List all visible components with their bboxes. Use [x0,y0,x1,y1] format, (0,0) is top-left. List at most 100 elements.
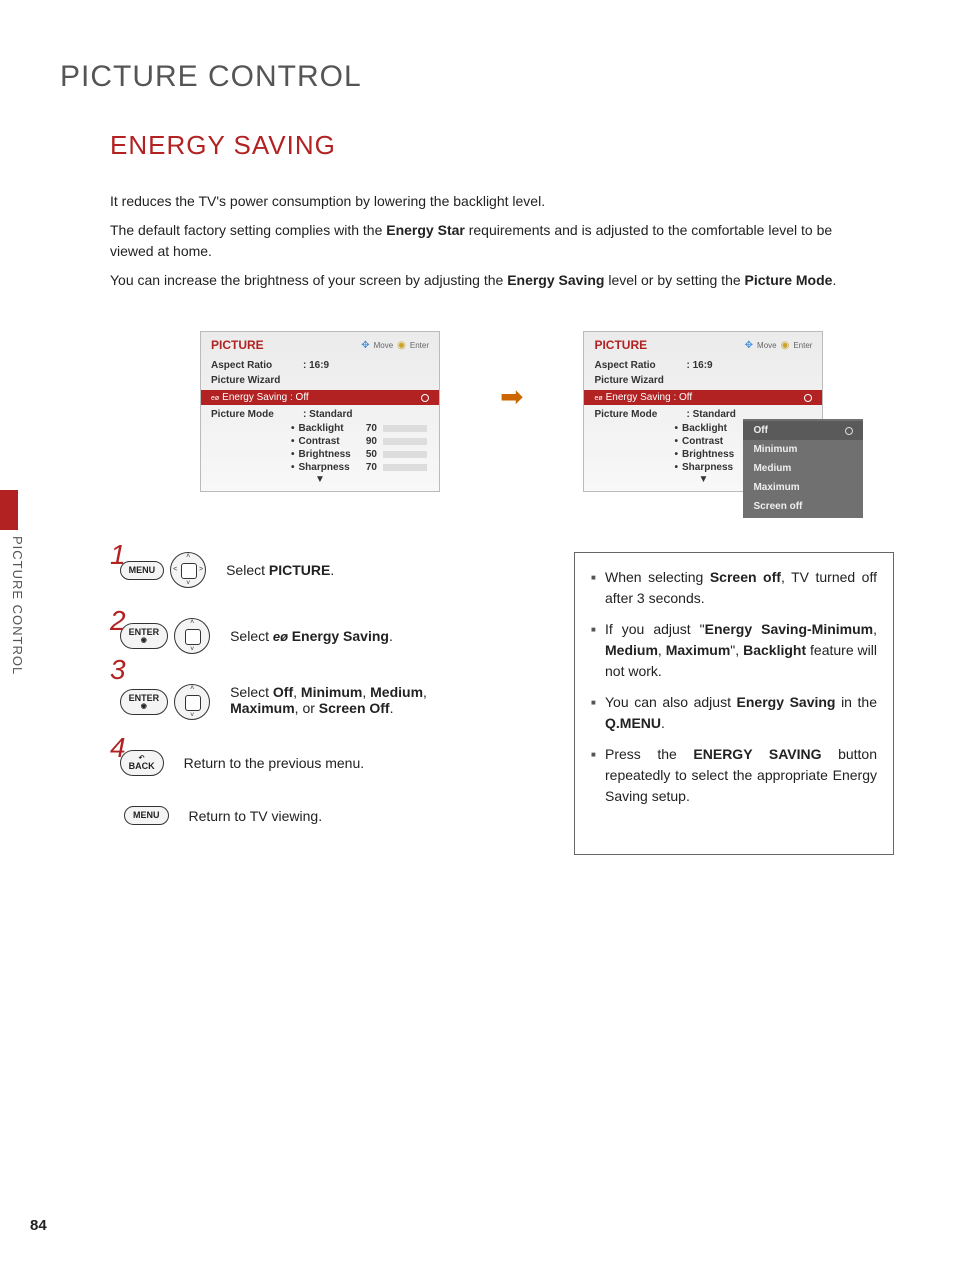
t: BACK [129,761,155,771]
enter-button[interactable]: ENTER◉ [120,689,169,715]
chevron-down-icon: ▼ [211,474,429,485]
popup-item[interactable]: Maximum [743,478,863,497]
enter-dot-icon: ◉ [129,637,160,644]
intro-block: It reduces the TV's power consumption by… [110,191,874,291]
step-2: 2 ENTER◉ ˄˅ Select eø Energy Saving. [110,618,544,654]
t: , [658,642,666,658]
t: Energy Saving [737,694,836,710]
menu-panel-left: PICTURE ✥ Move ◉ Enter Aspect Ratio: 16:… [200,331,440,492]
mode-val: : Standard [303,409,352,420]
popup-item[interactable]: Screen off [743,497,863,516]
dpad-icon[interactable]: ˄˅ [174,618,210,654]
popup-item[interactable]: Off [743,421,863,440]
aspect-label: Aspect Ratio [211,360,303,371]
row-mode: Picture Mode: Standard [211,407,429,422]
enter-dot-icon: ◉ [129,703,160,710]
t: ENTER [129,693,160,703]
t: When selecting [605,569,710,585]
t: Energy Saving-Minimum [705,621,873,637]
t: PICTURE [269,562,330,578]
back-button[interactable]: ↶BACK [120,750,164,776]
t: Screen off [710,569,781,585]
intro-p2a: The default factory setting complies wit… [110,222,386,238]
step-number: 4 [110,732,126,764]
enter-button[interactable]: ENTER◉ [120,623,169,649]
side-tab: PICTURE CONTROL [0,490,38,700]
row-energy-saving[interactable]: eøEnergy Saving : Off [201,390,439,405]
side-tab-marker [0,490,18,530]
t: Q.MENU [605,715,661,731]
dpad-icon[interactable]: ˄˅ [174,684,210,720]
intro-p3e: . [832,272,836,288]
t: , [293,684,301,700]
step-3-text: Select Off, Minimum, Medium, Maximum, or… [230,684,470,716]
t: If you adjust " [605,621,705,637]
step-4-text: Return to the previous menu. [184,755,365,771]
select-dot-icon [804,394,812,402]
t: Medium [370,684,423,700]
steps-block: 1 MENU ˄˅˂˃ Select PICTURE. 2 ENTER◉ ˄˅ … [110,552,544,855]
main-title: PICTURE CONTROL [60,60,894,94]
step-1-text: Select PICTURE. [226,562,334,578]
t: . [389,628,393,644]
t: Maximum [666,642,731,658]
dpad-icon[interactable]: ˄˅˂˃ [170,552,206,588]
step-4: 4 ↶BACK Return to the previous menu. [110,750,544,776]
hdr-move: Move [757,341,777,350]
t: Off [273,684,293,700]
intro-p2: The default factory setting complies wit… [110,220,874,262]
mode-val: : Standard [686,409,735,420]
step-menu: MENU Return to TV viewing. [124,806,544,825]
sub-row: •Contrast90 [291,435,429,448]
intro-p3: You can increase the brightness of your … [110,270,874,291]
aspect-label: Aspect Ratio [594,360,686,371]
row-aspect: Aspect Ratio: 16:9 [211,358,429,373]
row-wizard: Picture Wizard [594,373,812,388]
side-tab-text: PICTURE CONTROL [10,536,25,675]
leaf-icon: eø [594,395,602,402]
t: ENERGY SAVING [693,746,821,762]
aspect-val: : 16:9 [686,360,712,371]
popup-item[interactable]: Minimum [743,440,863,459]
notes-box: When selecting Screen off, TV turned off… [574,552,894,855]
sub-row: •Brightness50 [291,448,429,461]
step-number: 3 [110,654,126,686]
t: Energy Saving [292,628,389,644]
t: , [873,621,877,637]
move-icon: ✥ [361,340,369,351]
step-5-text: Return to TV viewing. [189,808,323,824]
hdr-enter: Enter [793,341,812,350]
menu-button[interactable]: MENU [124,806,169,825]
leaf-icon: eø [211,395,219,402]
t: , [362,684,370,700]
energy-label: Energy Saving : Off [222,392,309,403]
t: . [390,700,394,716]
t: , [423,684,427,700]
mode-label: Picture Mode [211,409,303,420]
enter-icon: ◉ [781,340,790,351]
t: Backlight [743,642,806,658]
row-energy-saving[interactable]: eøEnergy Saving : Off [584,390,822,405]
step-1: 1 MENU ˄˅˂˃ Select PICTURE. [110,552,544,588]
leaf-icon: eø [273,629,292,644]
menu-button[interactable]: MENU [120,561,165,580]
t: . [330,562,334,578]
step-number: 2 [110,605,126,637]
t: ENTER [129,627,160,637]
t: in the [836,694,878,710]
panel-title: PICTURE [594,338,647,352]
t: Press the [605,746,693,762]
step-number: 1 [110,539,126,571]
t: , or [295,700,319,716]
intro-p3d: Picture Mode [745,272,833,288]
intro-p3b: Energy Saving [507,272,604,288]
t: Select [230,684,273,700]
popup-item[interactable]: Medium [743,459,863,478]
t: You can also adjust [605,694,737,710]
row-aspect: Aspect Ratio: 16:9 [594,358,812,373]
enter-icon: ◉ [397,340,406,351]
note-1: When selecting Screen off, TV turned off… [591,567,877,609]
note-2: If you adjust "Energy Saving-Minimum, Me… [591,619,877,682]
intro-p1: It reduces the TV's power consumption by… [110,191,874,212]
select-dot-icon [421,394,429,402]
